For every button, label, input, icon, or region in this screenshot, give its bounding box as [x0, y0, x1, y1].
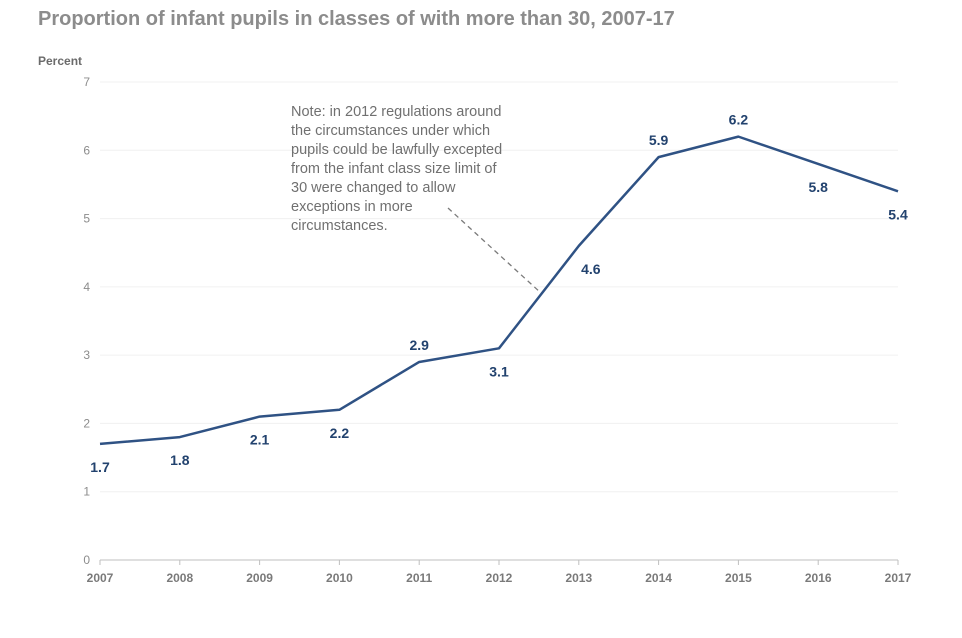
- data-label: 2.9: [409, 337, 429, 353]
- y-tick-label: 3: [83, 348, 90, 362]
- annotation-line: pupils could be lawfully excepted: [291, 142, 502, 158]
- data-label: 2.1: [250, 432, 270, 448]
- annotation-line: exceptions in more: [291, 199, 413, 215]
- x-tick-label: 2011: [406, 571, 432, 585]
- y-tick-label: 4: [83, 280, 90, 294]
- data-labels: 1.7 1.8 2.1 2.2 2.9 3.1 4.6 5.9 6.2 5.8 5.4: [90, 112, 908, 475]
- x-tick-label: 2014: [645, 571, 672, 585]
- x-tick-label: 2015: [725, 571, 752, 585]
- data-label: 5.8: [808, 179, 828, 195]
- y-tick-label: 7: [83, 75, 90, 89]
- data-label: 1.8: [170, 452, 190, 468]
- y-tick-label: 0: [83, 553, 90, 567]
- annotation-line: 30 were changed to allow: [291, 180, 456, 196]
- data-label: 1.7: [90, 459, 110, 475]
- data-label: 5.9: [649, 132, 669, 148]
- x-tick-label: 2017: [885, 571, 912, 585]
- chart-title: Proportion of infant pupils in classes o…: [38, 8, 675, 30]
- annotation-line: from the infant class size limit of: [291, 161, 497, 177]
- x-tick-label: 2008: [166, 571, 193, 585]
- series-line: [99, 135, 899, 446]
- y-tick-label: 5: [83, 212, 90, 226]
- gridlines: [100, 81, 898, 493]
- annotation-pointer: [447, 207, 540, 292]
- x-tick-label: 2010: [326, 571, 353, 585]
- x-tick-label: 2012: [486, 571, 513, 585]
- data-label: 4.6: [581, 261, 601, 277]
- x-tick-label: 2016: [805, 571, 832, 585]
- data-label: 2.2: [330, 425, 350, 441]
- data-label: 3.1: [489, 363, 509, 379]
- x-axis-ticks: 2007 2008 2009 2010 2011 2012 2013 2014 2015 2016…: [87, 560, 912, 585]
- annotation-line: the circumstances under which: [291, 123, 490, 139]
- annotation-note: Note: in 2012 regulations around the circ…: [291, 104, 540, 292]
- y-tick-label: 6: [83, 143, 90, 157]
- x-tick-label: 2009: [246, 571, 273, 585]
- annotation-line: Note: in 2012 regulations around: [291, 104, 501, 120]
- data-label: 5.4: [888, 206, 908, 222]
- y-tick-label: 2: [83, 416, 90, 430]
- y-axis-ticks: 0 1 2 3 4 5 6 7: [83, 75, 90, 567]
- x-tick-label: 2013: [565, 571, 592, 585]
- data-label: 6.2: [729, 112, 749, 128]
- y-tick-label: 1: [83, 485, 90, 499]
- y-axis-label: Percent: [38, 54, 82, 68]
- x-tick-label: 2007: [87, 571, 114, 585]
- series-layer: [99, 135, 899, 446]
- annotation-line: circumstances.: [291, 218, 388, 234]
